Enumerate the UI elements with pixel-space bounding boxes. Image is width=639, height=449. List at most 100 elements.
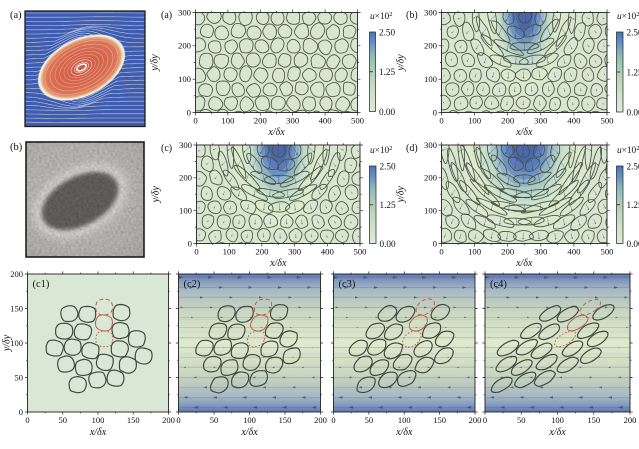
svg-text:1.25: 1.25 xyxy=(627,67,639,77)
svg-text:400: 400 xyxy=(319,116,333,126)
svg-text:2.50: 2.50 xyxy=(627,161,639,171)
svg-text:0: 0 xyxy=(433,238,438,248)
svg-text:400: 400 xyxy=(567,247,581,257)
svg-text:1.25: 1.25 xyxy=(380,200,396,210)
svg-text:(a): (a) xyxy=(10,10,22,21)
svg-text:200: 200 xyxy=(469,415,482,425)
svg-text:0: 0 xyxy=(19,407,23,417)
svg-text:300: 300 xyxy=(179,140,193,150)
svg-text:200: 200 xyxy=(179,173,193,183)
svg-text:200: 200 xyxy=(254,116,268,126)
svg-text:50: 50 xyxy=(365,415,374,425)
svg-text:100: 100 xyxy=(221,116,235,126)
svg-text:500: 500 xyxy=(353,247,367,257)
svg-text:0.00: 0.00 xyxy=(627,107,639,117)
svg-text:300: 300 xyxy=(178,7,192,17)
svg-text:100: 100 xyxy=(398,415,411,425)
svg-text:100: 100 xyxy=(424,74,438,84)
svg-text:200: 200 xyxy=(255,247,269,257)
svg-text:150: 150 xyxy=(10,303,23,313)
svg-text:(b): (b) xyxy=(10,142,23,153)
svg-text:0.00: 0.00 xyxy=(380,239,396,249)
svg-text:0.00: 0.00 xyxy=(627,239,639,249)
svg-text:300: 300 xyxy=(534,116,548,126)
svg-text:y/δy: y/δy xyxy=(151,186,162,204)
svg-text:0: 0 xyxy=(187,107,192,117)
svg-text:200: 200 xyxy=(314,415,327,425)
svg-text:(c1): (c1) xyxy=(33,279,50,290)
svg-text:100: 100 xyxy=(10,338,23,348)
svg-text:200: 200 xyxy=(424,173,438,183)
svg-text:100: 100 xyxy=(551,415,564,425)
svg-text:500: 500 xyxy=(600,247,614,257)
svg-text:x/δx: x/δx xyxy=(515,258,533,269)
svg-text:200: 200 xyxy=(624,415,637,425)
svg-text:100: 100 xyxy=(243,415,256,425)
svg-text:0: 0 xyxy=(331,415,335,425)
svg-text:0: 0 xyxy=(483,415,487,425)
svg-text:(a): (a) xyxy=(161,10,172,21)
svg-text:u×102: u×102 xyxy=(617,145,639,156)
svg-text:0: 0 xyxy=(25,415,29,425)
svg-text:2.50: 2.50 xyxy=(379,27,395,37)
svg-text:x/δx: x/δx xyxy=(267,127,285,138)
svg-text:x/δx: x/δx xyxy=(89,427,107,438)
svg-text:50: 50 xyxy=(15,372,24,382)
svg-text:y/δy: y/δy xyxy=(396,54,407,72)
svg-text:300: 300 xyxy=(288,247,302,257)
svg-text:300: 300 xyxy=(286,116,300,126)
svg-text:x/δx: x/δx xyxy=(548,427,566,438)
svg-text:0: 0 xyxy=(439,116,444,126)
svg-text:(c3): (c3) xyxy=(339,279,356,290)
svg-text:100: 100 xyxy=(92,415,105,425)
svg-text:x/δx: x/δx xyxy=(395,427,413,438)
svg-text:100: 100 xyxy=(179,205,193,215)
svg-text:0: 0 xyxy=(194,247,199,257)
svg-text:(c4): (c4) xyxy=(490,279,507,290)
svg-text:2.50: 2.50 xyxy=(380,161,396,171)
svg-text:150: 150 xyxy=(279,415,292,425)
svg-text:x/δx: x/δx xyxy=(515,127,533,138)
svg-text:150: 150 xyxy=(587,415,600,425)
svg-text:50: 50 xyxy=(210,415,219,425)
svg-text:300: 300 xyxy=(424,7,438,17)
svg-text:y/δy: y/δy xyxy=(150,54,161,72)
svg-text:u×102: u×102 xyxy=(370,145,392,156)
svg-text:0.00: 0.00 xyxy=(379,107,395,117)
svg-text:200: 200 xyxy=(501,247,515,257)
svg-text:0: 0 xyxy=(439,247,444,257)
svg-text:(c): (c) xyxy=(161,143,172,154)
svg-text:200: 200 xyxy=(501,116,515,126)
svg-text:y/δy: y/δy xyxy=(2,334,13,352)
svg-text:150: 150 xyxy=(127,415,140,425)
svg-text:500: 500 xyxy=(600,116,614,126)
svg-text:u×102: u×102 xyxy=(617,11,639,22)
svg-text:0: 0 xyxy=(188,238,193,248)
svg-text:100: 100 xyxy=(178,74,192,84)
svg-text:100: 100 xyxy=(468,247,482,257)
svg-text:u×102: u×102 xyxy=(370,11,392,22)
svg-text:200: 200 xyxy=(162,415,175,425)
svg-text:100: 100 xyxy=(468,116,482,126)
svg-text:0: 0 xyxy=(433,107,438,117)
svg-text:200: 200 xyxy=(10,269,23,279)
svg-text:200: 200 xyxy=(424,41,438,51)
svg-text:(b): (b) xyxy=(406,10,418,21)
svg-text:x/δx: x/δx xyxy=(269,258,287,269)
svg-text:(c2): (c2) xyxy=(184,279,201,290)
svg-text:300: 300 xyxy=(424,140,438,150)
svg-text:(d): (d) xyxy=(406,143,418,154)
svg-text:0: 0 xyxy=(176,415,180,425)
svg-text:100: 100 xyxy=(424,205,438,215)
svg-text:50: 50 xyxy=(517,415,526,425)
svg-text:400: 400 xyxy=(321,247,335,257)
svg-text:300: 300 xyxy=(534,247,548,257)
svg-text:200: 200 xyxy=(178,41,192,51)
svg-text:x/δx: x/δx xyxy=(240,427,258,438)
svg-text:0: 0 xyxy=(193,116,198,126)
svg-text:2.50: 2.50 xyxy=(627,27,639,37)
svg-text:50: 50 xyxy=(59,415,68,425)
svg-text:1.25: 1.25 xyxy=(379,67,395,77)
svg-text:400: 400 xyxy=(567,116,581,126)
svg-text:500: 500 xyxy=(351,116,365,126)
